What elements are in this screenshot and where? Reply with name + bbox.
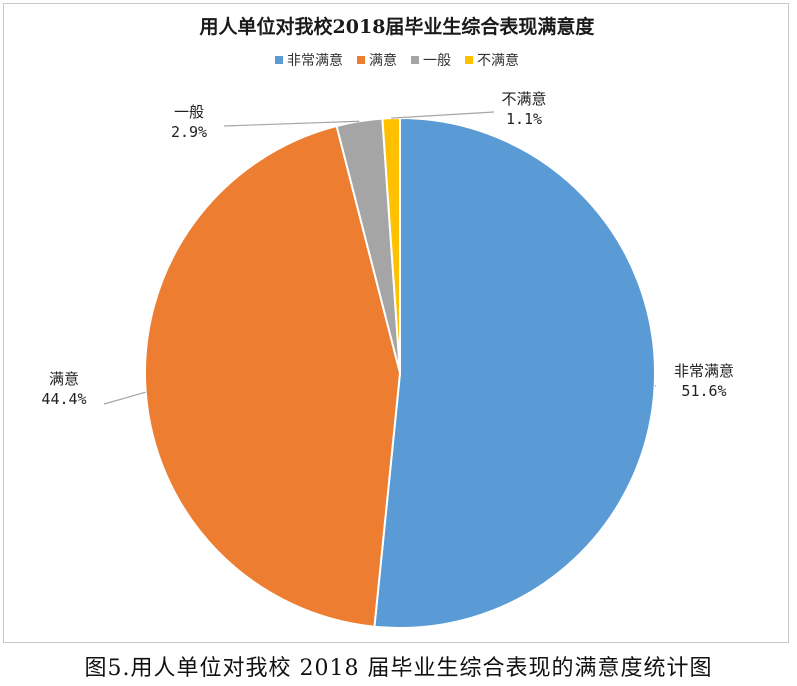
legend-swatch xyxy=(411,56,419,64)
leader-line xyxy=(391,111,495,119)
legend-label: 一般 xyxy=(423,53,451,69)
legend-swatch xyxy=(275,56,283,64)
legend-item: 不满意 xyxy=(465,50,519,70)
slice-category-label: 满意 xyxy=(49,370,79,388)
slice-value-label: 51.6% xyxy=(681,382,726,400)
slice-value-label: 2.9% xyxy=(171,123,207,141)
legend-item: 一般 xyxy=(411,50,451,70)
slice-value-label: 1.1% xyxy=(506,110,542,128)
legend-swatch xyxy=(357,56,365,64)
slice-category-label: 非常满意 xyxy=(674,362,734,380)
legend-item: 满意 xyxy=(357,50,397,70)
figure-caption: 图5.用人单位对我校 2018 届毕业生综合表现的满意度统计图 xyxy=(84,656,713,681)
legend-label: 满意 xyxy=(369,53,397,69)
slice-category-label: 不满意 xyxy=(501,90,546,108)
pie-chart: 非常满意 51.6% 满意 44.4% 一般 2.9% 不满意 1.1% xyxy=(41,90,734,629)
legend-item: 非常满意 xyxy=(275,50,343,70)
chart-title: 用人单位对我校2018届毕业生综合表现满意度 xyxy=(199,16,595,38)
slice-category-label: 一般 xyxy=(174,103,204,121)
pie-slice xyxy=(373,116,656,629)
chart-legend: 非常满意 满意 一般 不满意 xyxy=(4,50,790,70)
leader-line xyxy=(223,120,360,127)
chart-frame: 用人单位对我校2018届毕业生综合表现满意度 非常满意 满意 一般 不满意 非常… xyxy=(3,3,789,643)
legend-label: 不满意 xyxy=(477,53,519,69)
leader-line xyxy=(103,391,146,405)
slice-value-label: 44.4% xyxy=(41,390,86,408)
legend-label: 非常满意 xyxy=(287,53,343,69)
legend-swatch xyxy=(465,56,473,64)
